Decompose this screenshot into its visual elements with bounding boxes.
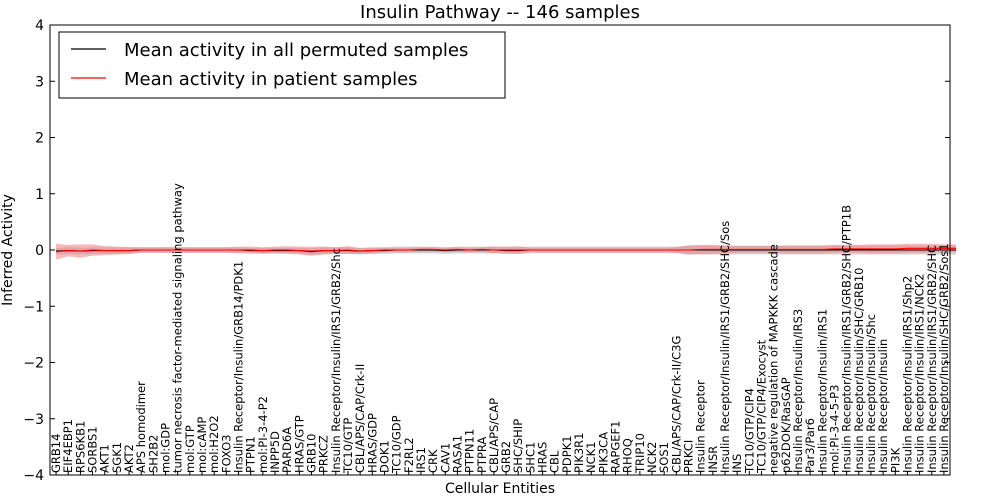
x-tick-label: SORBS1 [86,426,100,473]
y-tick-label: 4 [35,18,44,34]
line-series-1 [56,247,957,253]
x-tick-label: PIK3R1 [572,433,586,474]
x-tick-label: Insulin Receptor/Insulin/SHC/GRB10 [852,268,866,473]
x-tick-label: TRIP10 [633,433,647,474]
x-tick-label: Insulin Receptor [694,380,708,473]
x-tick-label: FOXO3 [219,435,233,473]
x-tick-label: PI3K [888,447,902,473]
x-tick-label: PTPRA [475,437,489,473]
x-tick-label: Insulin Receptor/Insulin/IRS3 [791,309,805,473]
x-tick-label: Insulin Receptor/Insulin/SHC/GRB2/Sos1 [937,243,951,473]
x-tick-label: Insulin Receptor/Insulin/IRS1/GRB2/Shc [329,248,343,473]
x-tick-label: Insulin Receptor/Insulin/IRS1/GRB2/SHC [925,245,939,473]
x-tick-label: Insulin Receptor/Insulin/Shc [864,314,878,473]
x-tick-label: PRKCI [682,440,696,473]
x-tick-label: CBL/APS/CAP [487,398,501,473]
x-tick-label: TC10/GDP [390,415,404,474]
x-tick-label: Insulin Receptor/Insulin/IRS1/GRB2/SHC/S… [718,221,732,473]
x-tick-label: PRKCZ [317,435,331,473]
band-series-1 [56,243,957,260]
legend-label-patient: Mean activity in patient samples [124,69,418,90]
x-tick-label: CBL/APS/CAP/Crk-II/C3G [669,336,683,473]
plot-frame [49,24,951,476]
x-tick-label: mol:PI-3-4-P2 [256,396,270,473]
x-tick-label: F2RL2 [402,437,416,473]
x-tick-label: RPS6KB1 [73,421,87,473]
x-tick-label: Insulin Receptor/Insulin/IRS1/GRB2/SHC/P… [840,205,854,473]
x-tick-label: CBL [548,450,562,473]
x-tick-label: INPP5D [268,431,282,473]
x-tick-label: PDPK1 [560,435,574,473]
x-tick-label: tumor necrosis factor-mediated signaling… [171,183,185,473]
x-tick-label: CBL/APS/CAP/Crk-II [353,364,367,473]
x-tick-label: GRB10 [305,434,319,473]
x-tick-label: INS [730,454,744,473]
x-tick-label: SGK1 [110,442,124,473]
confidence-bands [56,243,957,260]
x-tick-label: AKT1 [98,444,112,473]
x-tick-label: Insulin Receptor/Insulin/GRB14/PDK1 [232,261,246,473]
x-tick-label: Insulin Receptor/Insulin/IRS1 [815,309,829,473]
x-tick-label: p62DOK/RasGAP [779,377,793,473]
y-tick-label: 0 [35,243,44,259]
x-tick-label: negative regulation of MAPKKK cascade [767,244,781,473]
x-tick-label: CAV1 [438,443,452,473]
legend-label-permuted: Mean activity in all permuted samples [124,40,468,61]
x-tick-label: mol:GTP [183,425,197,473]
x-tick-label: Insulin Receptor/Insulin/IRS1/NCK2 [913,273,927,473]
x-tick-label: Insulin Receptor/Insulin [876,339,890,473]
x-tick-label: EIF4EBP1 [61,419,75,473]
x-tick-label: SHC/SHIP [511,419,525,473]
x-tick-label: mol:PI-3-4-5-P3 [828,385,842,473]
x-axis-tick-labels: GRB14EIF4EBP1RPS6KB1SORBS1AKT1SGK1AKT2AP… [49,183,951,475]
x-tick-label: HRAS/GTP [292,415,306,473]
x-tick-label: INSR [706,446,720,473]
x-tick-label: IRS1 [414,447,428,473]
x-tick-label: HRAS [536,442,550,473]
y-tick-label: −4 [23,468,44,484]
x-tick-label: Par3/Par6 [803,418,817,473]
y-tick-label: −1 [23,299,44,315]
x-tick-label: mol:GDP [159,423,173,473]
y-tick-label: 1 [35,187,44,203]
y-tick-label: −2 [23,356,44,372]
x-tick-label: RASA1 [450,435,464,473]
x-tick-label: PIK3CA [596,432,610,473]
x-tick-label: GRB2 [499,441,513,473]
y-tick-label: −3 [23,412,44,428]
x-tick-label: AKT2 [122,444,136,473]
y-axis-label: Inferred Activity [0,194,16,306]
x-tick-label: NCK2 [645,442,659,474]
x-tick-label: mol:cAMP [195,417,209,473]
x-tick-label: HRAS/GDP [365,413,379,473]
x-tick-label: TC10/GTP [341,418,355,474]
y-tick-label: 3 [35,74,44,90]
y-axis-ticks: −4 −3 −2 −1 0 1 2 3 4 [23,18,950,484]
x-tick-label: SH2B2 [146,435,160,473]
x-tick-label: PTPN1 [244,436,258,473]
legend: Mean activity in all permuted samples Me… [58,31,506,99]
x-axis-label: Cellular Entities [445,481,555,497]
chart-title: Insulin Pathway -- 146 samples [360,2,640,23]
x-tick-label: CRK [426,449,440,473]
x-tick-label: RHOQ [621,438,635,473]
x-tick-label: GRB14 [49,434,63,473]
x-tick-label: TC10/GTP/CIP4/Exocyst [755,339,769,474]
x-tick-label: TC10/GTP/CIP4 [742,388,756,474]
y-tick-label: 2 [35,131,44,147]
legend-box [58,31,506,99]
x-tick-label: PTPN11 [463,429,477,473]
x-tick-label: RAPGEF1 [609,421,623,473]
x-tick-label: mol:H2O2 [207,415,221,473]
x-tick-label: PARD6A [280,427,294,473]
x-tick-label: NCK1 [584,442,598,474]
x-tick-label: Insulin Receptor/Insulin/IRS1/Shp2 [900,276,914,473]
x-tick-label: APS homodimer [134,381,148,473]
series-lines [56,247,957,253]
x-tick-label: SHC1 [523,442,537,473]
x-tick-label: SOS1 [657,442,671,473]
x-tick-label: DOK1 [378,440,392,473]
